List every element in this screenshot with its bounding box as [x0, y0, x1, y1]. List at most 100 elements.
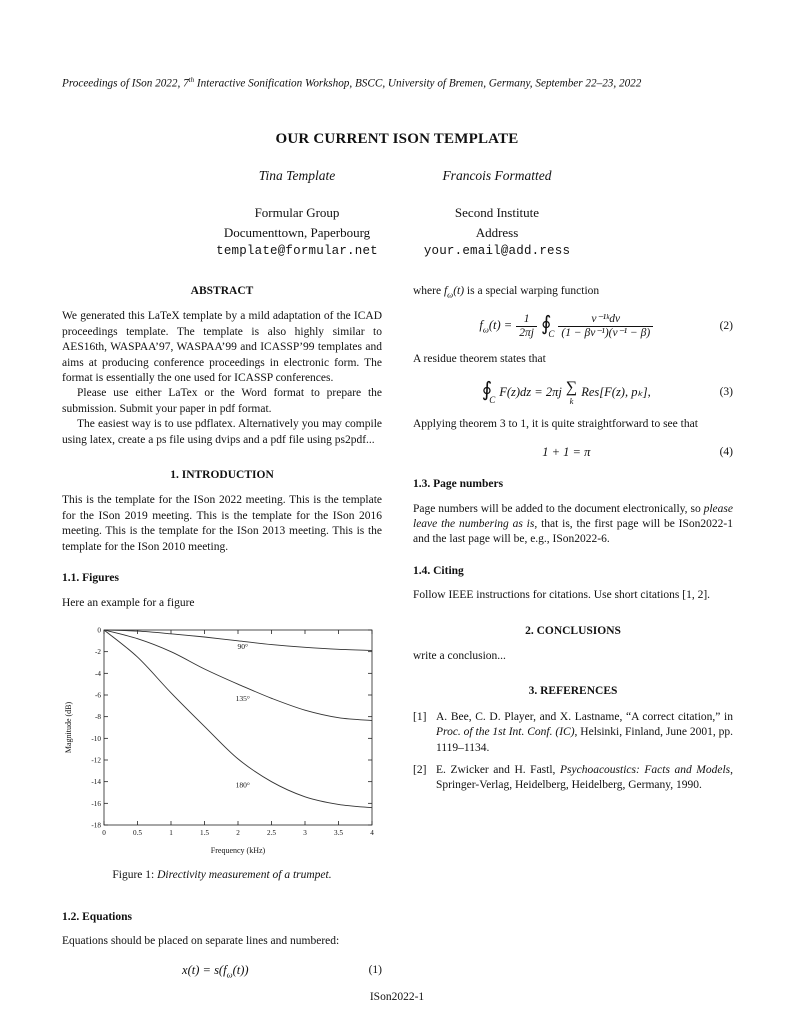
equation-2-lhs-f: f	[479, 317, 483, 332]
svg-text:3: 3	[303, 829, 307, 837]
abstract-heading: ABSTRACT	[190, 285, 254, 297]
svg-text:-2: -2	[95, 648, 101, 656]
svg-text:90°: 90°	[237, 642, 248, 651]
equation-2-lhs-subscript: ω	[482, 324, 489, 335]
equations-intro-text: Equations should be placed on separate l…	[62, 935, 340, 948]
running-head-post: Interactive Sonification Workshop, BSCC,…	[194, 77, 642, 90]
running-head-superscript: th	[188, 76, 195, 84]
svg-text:3.5: 3.5	[334, 829, 343, 837]
svg-text:135°: 135°	[236, 694, 250, 703]
author-name: Tina Template	[258, 168, 336, 183]
reference-label: [1]	[413, 710, 427, 723]
svg-text:-18: -18	[91, 821, 101, 829]
svg-text:-8: -8	[95, 713, 101, 721]
svg-text:0.5: 0.5	[133, 829, 142, 837]
reference-label: [2]	[413, 764, 427, 777]
author-affiliation-line: Documenttown, Paperbourg	[223, 224, 371, 240]
svg-text:Magnitude (dB): Magnitude (dB)	[64, 701, 73, 753]
references-heading: 3. REFERENCES	[528, 685, 618, 698]
introduction-heading: 1. INTRODUCTION	[170, 469, 274, 482]
abstract-paragraph: Please use either LaTex or the Word form…	[62, 387, 382, 415]
left-column: ABSTRACT We generated this LaTeX templat…	[62, 284, 382, 992]
equation-3-number: (3)	[719, 385, 733, 398]
warping-subscript: ω	[447, 289, 454, 300]
warping-arg: (t)	[453, 285, 465, 297]
author-name: Francois Formatted	[442, 168, 552, 183]
svg-text:-10: -10	[91, 735, 101, 743]
equation-1-pre: x(t) = s(f	[182, 962, 227, 977]
figure-caption-label: Figure 1:	[112, 869, 158, 882]
warping-pre: where	[413, 285, 444, 297]
running-head: Proceedings of ISon 2022, 7th Interactiv…	[62, 76, 738, 90]
equation-2: fω(t) = 1 2πj ∮C ν⁻¹ᵏdν (1 − βν⁻¹)(ν⁻¹ − β…	[413, 313, 733, 340]
equation-3-body: ∮C F(z)dz = 2πj ∑ k Res[F(z), pₖ],	[413, 378, 720, 406]
svg-text:-16: -16	[91, 800, 101, 808]
author-block-1: Tina Template Formular Group Documenttow…	[197, 168, 397, 258]
author-email: your.email@add.ress	[423, 244, 571, 258]
author-affiliation-line: Formular Group	[254, 205, 340, 220]
equation-3-post: Res[F(z), pₖ],	[581, 384, 651, 399]
equation-4-body: 1 + 1 = π	[542, 445, 591, 460]
reference-item: [2] E. Zwicker and H. Fastl, Psychoacous…	[413, 763, 733, 794]
svg-text:180°: 180°	[236, 781, 250, 790]
contour-integral-symbol: ∮C	[481, 378, 496, 405]
reference-text: E. Zwicker and H. Fastl, Psychoacoustics…	[436, 764, 733, 792]
equation-2-number: (2)	[719, 319, 733, 332]
equation-3-mid: F(z)dz = 2πj	[499, 384, 562, 399]
equation-1-post: (t))	[232, 962, 249, 977]
right-column: where fω(t) is a special warping functio…	[413, 284, 733, 992]
equation-1-body: x(t) = s(fω(t))	[62, 962, 369, 981]
equation-4-number: (4)	[719, 446, 733, 459]
warping-text: where fω(t) is a special warping functio…	[413, 284, 733, 301]
page-title: OUR CURRENT ISON TEMPLATE	[275, 131, 519, 147]
page-numbers-paragraph: Page numbers will be added to the docume…	[413, 502, 733, 546]
equation-1-number: (1)	[368, 964, 382, 977]
figures-intro-text: Here an example for a figure	[62, 596, 195, 609]
svg-text:2: 2	[236, 829, 240, 837]
two-column-body: ABSTRACT We generated this LaTeX templat…	[62, 284, 733, 992]
running-head-pre: Proceedings of ISon 2022, 7	[62, 77, 189, 90]
equation-1: x(t) = s(fω(t)) (1)	[62, 962, 382, 981]
equation-2-fraction-2: ν⁻¹ᵏdν (1 − βν⁻¹)(ν⁻¹ − β)	[558, 313, 654, 340]
equation-2-body: fω(t) = 1 2πj ∮C ν⁻¹ᵏdν (1 − βν⁻¹)(ν⁻¹ − β…	[413, 313, 720, 340]
svg-text:Frequency (kHz): Frequency (kHz)	[211, 846, 266, 855]
figure-caption-text: Directivity measurement of a trumpet.	[157, 869, 332, 882]
figures-subheading: 1.1. Figures	[62, 572, 119, 585]
citing-paragraph: Follow IEEE instructions for citations. …	[413, 589, 711, 602]
abstract-paragraph: We generated this LaTeX template by a mi…	[62, 310, 382, 385]
equation-1-subscript: ω	[226, 969, 233, 980]
introduction-paragraph: This is the template for the ISon 2022 m…	[62, 494, 382, 553]
svg-text:2.5: 2.5	[267, 829, 276, 837]
equation-2-lhs-rest: (t) =	[488, 317, 513, 332]
warping-f: f	[443, 285, 448, 297]
equation-4: 1 + 1 = π (4)	[413, 444, 733, 461]
contour-integral-symbol: ∮C	[540, 312, 555, 339]
abstract-paragraph: The easiest way is to use pdflatex. Alte…	[62, 418, 382, 446]
svg-text:-14: -14	[91, 778, 101, 786]
citing-subheading: 1.4. Citing	[413, 564, 464, 577]
svg-text:0: 0	[97, 626, 101, 634]
conclusions-paragraph: write a conclusion...	[413, 650, 506, 663]
equations-subheading: 1.2. Equations	[62, 910, 132, 923]
svg-text:1.5: 1.5	[200, 829, 209, 837]
figure-chart: 0 0.5 1 1.5 2 2.5 3 3.5 4 0 -2 -4 -6 -8 -10 -12 -14 -16 -1…	[64, 626, 374, 855]
figure-1: 0 0.5 1 1.5 2 2.5 3 3.5 4 0 -2 -4 -6 -8 -10 -12 -14 -16 -1…	[62, 621, 382, 884]
residue-text: A residue theorem states that	[413, 353, 546, 366]
svg-text:0: 0	[102, 829, 106, 837]
page-number-footer: ISon2022-1	[369, 991, 425, 1003]
author-affiliation-line: Second Institute	[454, 205, 540, 220]
author-affiliation-line: Address	[475, 224, 519, 240]
svg-text:-12: -12	[91, 756, 101, 764]
reference-item: [1] A. Bee, C. D. Player, and X. Lastnam…	[413, 710, 733, 756]
summation-symbol: ∑ k	[565, 378, 578, 406]
svg-text:-6: -6	[95, 691, 101, 699]
equation-2-fraction-1: 1 2πj	[516, 313, 537, 340]
page-numbers-subheading: 1.3. Page numbers	[413, 478, 504, 491]
equation-3: ∮C F(z)dz = 2πj ∑ k Res[F(z), pₖ], (3)	[413, 378, 733, 406]
authors-row: Tina Template Formular Group Documenttow…	[0, 168, 794, 258]
reference-text: A. Bee, C. D. Player, and X. Lastname, “…	[436, 710, 733, 754]
warping-post: is a special warping function	[464, 285, 600, 297]
author-email: template@formular.net	[216, 244, 378, 258]
figure-caption: Figure 1: Directivity measurement of a t…	[62, 868, 382, 883]
